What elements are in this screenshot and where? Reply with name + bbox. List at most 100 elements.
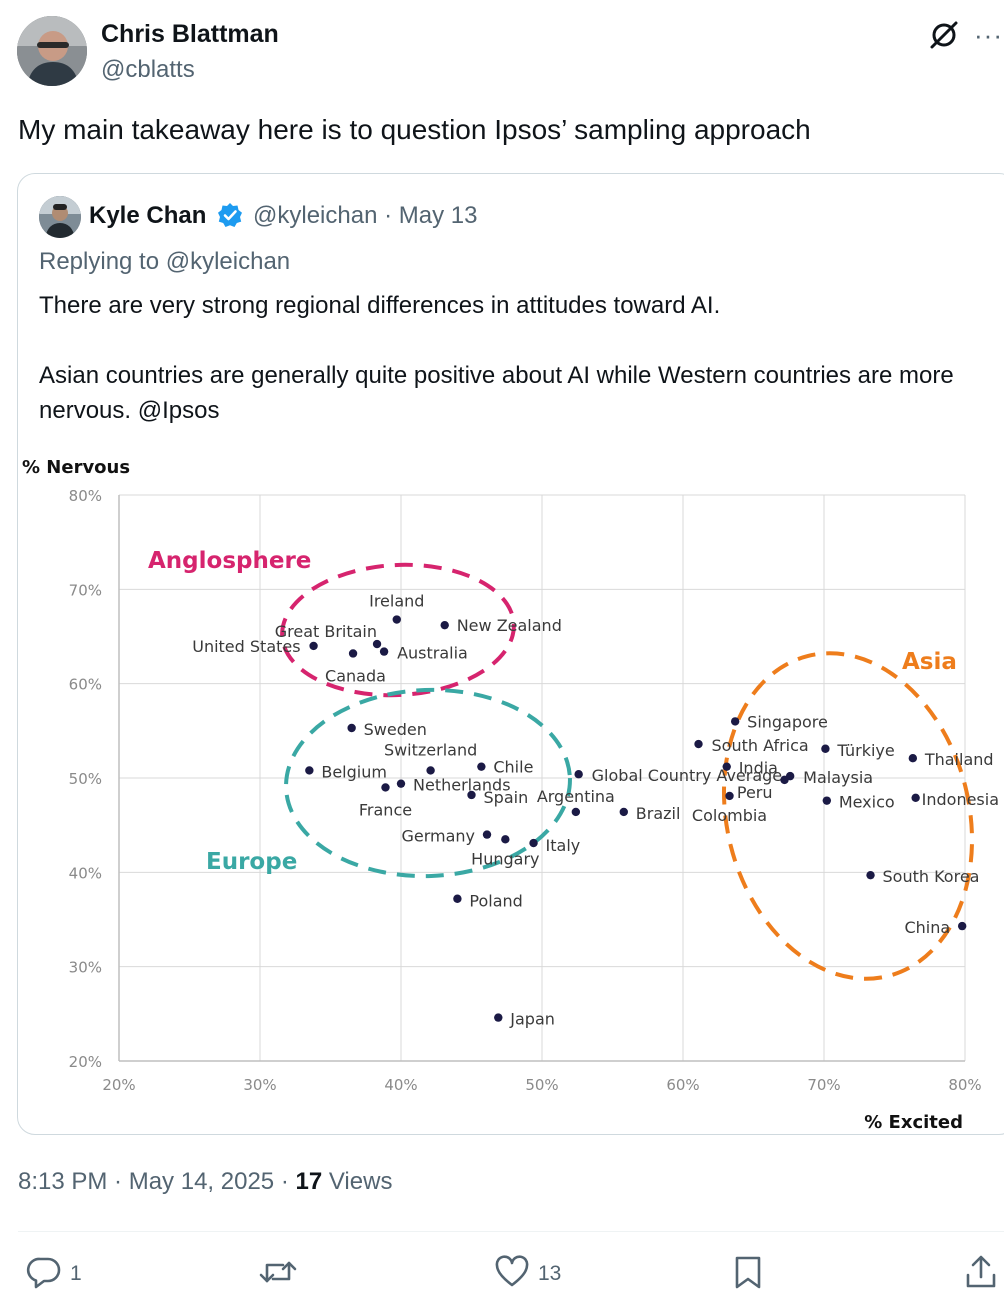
point-label: Singapore (747, 712, 828, 731)
point-label: Germany (401, 827, 475, 846)
views-label: Views (322, 1168, 393, 1195)
data-point (372, 639, 382, 649)
point-label: Sweden (364, 720, 427, 739)
bookmark-button[interactable] (730, 1254, 766, 1294)
point-label: Belgium (321, 762, 387, 781)
point-label: United States (192, 637, 300, 656)
grok-icon[interactable] (927, 18, 961, 52)
group-ellipse (721, 651, 975, 981)
point-label: Switzerland (384, 740, 477, 759)
data-point (381, 783, 390, 792)
repost-icon (258, 1254, 298, 1295)
data-point (482, 830, 492, 839)
views-count: 17 (295, 1168, 323, 1195)
data-point (348, 649, 358, 658)
point-label: New Zealand (457, 616, 562, 635)
quote-date[interactable]: May 13 (398, 202, 478, 229)
quote-paragraph: There are very strong regional differenc… (39, 292, 721, 319)
x-tick-label: 40% (384, 1076, 417, 1094)
data-point (347, 723, 356, 733)
quote-author-name[interactable]: Kyle Chan (89, 202, 207, 229)
data-point (501, 835, 510, 844)
quote-author-handle[interactable]: @kyleichan (253, 202, 378, 229)
scatter-chart: 20% 20% 30% 30% 40% 40% 50% 50% 60% 60% 70% 70% 80% 8… (18, 450, 1004, 1136)
x-tick-label: 60% (666, 1076, 699, 1094)
data-point (494, 1013, 503, 1022)
point-label: Canada (325, 666, 386, 685)
data-point (305, 766, 314, 775)
y-axis-title: % Nervous (22, 457, 130, 478)
x-tick-label: 50% (525, 1076, 558, 1094)
data-point (694, 739, 703, 749)
x-axis-title: % Excited (864, 1112, 963, 1133)
point-label: Australia (397, 644, 468, 663)
point-label: South Korea (883, 867, 980, 886)
share-icon (964, 1254, 998, 1295)
share-button[interactable] (964, 1254, 998, 1294)
point-label: Chile (493, 758, 533, 777)
point-label: Colombia (692, 806, 767, 825)
reply-button[interactable]: 1 (26, 1254, 82, 1294)
point-label: Spain (484, 788, 529, 807)
point-label: Türkiye (836, 741, 894, 760)
data-point (908, 753, 918, 763)
group-label: Asia (902, 649, 957, 675)
data-point (911, 793, 920, 803)
post-time[interactable]: 8:13 PM (18, 1168, 108, 1195)
data-point (396, 779, 406, 788)
group-label: Anglosphere (148, 548, 311, 574)
point-label: Great Britain (275, 622, 377, 641)
data-point (392, 615, 401, 624)
x-tick-label: 70% (807, 1076, 840, 1094)
data-point (529, 838, 538, 848)
y-tick-label: 70% (69, 581, 102, 599)
quote-author-meta[interactable]: @kyleichan · May 13 (253, 202, 477, 230)
quote-author-avatar[interactable] (39, 196, 81, 238)
data-point (722, 762, 731, 771)
data-point (821, 744, 830, 753)
quoted-post[interactable] (17, 173, 1004, 1135)
like-button[interactable]: 13 (494, 1254, 561, 1294)
author-name[interactable]: Chris Blattman (101, 20, 279, 48)
reply-count: 1 (70, 1262, 82, 1285)
point-label: Malaysia (803, 768, 873, 787)
data-point (453, 894, 462, 903)
point-label: Italy (546, 836, 581, 855)
post-meta: 8:13 PM · May 14, 2025 · 17 Views (18, 1168, 392, 1196)
data-point (957, 921, 967, 931)
author-avatar[interactable] (17, 16, 87, 86)
data-point (725, 791, 734, 801)
more-icon[interactable]: ··· (974, 20, 1003, 50)
data-point (440, 620, 449, 630)
data-point (379, 647, 389, 656)
author-handle[interactable]: @cblatts (101, 56, 195, 83)
data-point (571, 807, 581, 817)
repost-button[interactable] (258, 1254, 306, 1294)
post-date[interactable]: May 14, 2025 (128, 1168, 275, 1195)
point-label: Mexico (839, 793, 895, 812)
data-point (574, 770, 583, 779)
replying-to[interactable]: Replying to @kyleichan (39, 248, 291, 275)
data-point (619, 807, 628, 817)
quote-paragraph: Asian countries are generally quite posi… (39, 362, 954, 424)
point-label: India (739, 759, 778, 778)
point-label: Global Country Average (592, 766, 782, 785)
point-label: South Africa (712, 736, 809, 755)
point-label: Japan (509, 1010, 555, 1029)
x-tick-label: 30% (243, 1076, 276, 1094)
quote-text: There are very strong regional differenc… (39, 288, 989, 428)
bookmark-icon (730, 1254, 766, 1295)
point-label: China (904, 918, 950, 937)
post-text: My main takeaway here is to question Ips… (18, 114, 811, 145)
reply-icon (26, 1254, 62, 1295)
meta-separator: · (274, 1168, 296, 1195)
data-point (467, 790, 476, 800)
point-label: Peru (737, 783, 773, 802)
point-label: Thailand (924, 750, 994, 769)
point-label: Brazil (636, 804, 681, 823)
point-label: Argentina (537, 787, 615, 806)
scatter-chart-svg: 20%20% 30% 30% 40% 40% 50% 50% 60% 60% 70% 70% 80% 8… (22, 457, 999, 1133)
data-point (822, 796, 832, 805)
y-tick-label: 20% (69, 1053, 102, 1071)
group-label: Europe (206, 849, 297, 875)
